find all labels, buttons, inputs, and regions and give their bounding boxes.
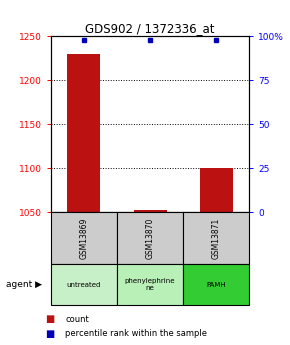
Text: GSM13869: GSM13869 (79, 217, 88, 259)
Title: GDS902 / 1372336_at: GDS902 / 1372336_at (85, 22, 215, 35)
Bar (200, 168, 233, 212)
Text: phenylephrine
ne: phenylephrine ne (125, 278, 175, 291)
Bar (67, 54, 100, 212)
Text: agent ▶: agent ▶ (6, 280, 42, 289)
Text: percentile rank within the sample: percentile rank within the sample (65, 329, 207, 338)
Text: ■: ■ (45, 329, 54, 338)
Text: count: count (65, 315, 89, 324)
Bar (133, 209, 167, 212)
Text: PAMH: PAMH (206, 282, 226, 288)
Text: untreated: untreated (67, 282, 101, 288)
Text: GSM13871: GSM13871 (212, 217, 221, 259)
Text: GSM13870: GSM13870 (146, 217, 155, 259)
Text: ■: ■ (45, 314, 54, 324)
